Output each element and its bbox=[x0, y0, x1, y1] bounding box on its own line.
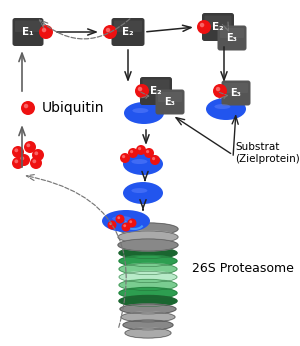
Circle shape bbox=[30, 157, 42, 169]
Ellipse shape bbox=[118, 223, 178, 235]
Ellipse shape bbox=[118, 231, 178, 243]
Circle shape bbox=[42, 28, 46, 32]
FancyBboxPatch shape bbox=[220, 28, 244, 38]
Text: E₃: E₃ bbox=[226, 33, 237, 43]
Ellipse shape bbox=[119, 264, 177, 274]
Circle shape bbox=[144, 148, 154, 158]
FancyBboxPatch shape bbox=[224, 83, 248, 93]
FancyBboxPatch shape bbox=[205, 16, 232, 27]
Circle shape bbox=[122, 155, 125, 158]
Text: Substrat
(Zielprotein): Substrat (Zielprotein) bbox=[235, 142, 300, 164]
FancyBboxPatch shape bbox=[114, 20, 142, 32]
Circle shape bbox=[39, 25, 53, 39]
Text: 26S Proteasome: 26S Proteasome bbox=[192, 262, 294, 274]
Circle shape bbox=[129, 220, 132, 223]
Circle shape bbox=[20, 156, 24, 160]
Circle shape bbox=[107, 220, 116, 229]
Circle shape bbox=[200, 23, 204, 27]
Ellipse shape bbox=[119, 280, 177, 291]
Circle shape bbox=[103, 25, 117, 39]
Circle shape bbox=[128, 219, 136, 228]
Text: E₂: E₂ bbox=[150, 86, 162, 96]
Circle shape bbox=[123, 224, 126, 227]
Circle shape bbox=[12, 146, 24, 158]
FancyBboxPatch shape bbox=[158, 92, 182, 102]
Text: Ubiquitin: Ubiquitin bbox=[42, 101, 104, 115]
Circle shape bbox=[12, 157, 24, 169]
Text: E₃: E₃ bbox=[231, 88, 242, 98]
Circle shape bbox=[106, 28, 110, 32]
FancyBboxPatch shape bbox=[140, 77, 172, 105]
Circle shape bbox=[213, 84, 227, 98]
Ellipse shape bbox=[124, 102, 164, 124]
Circle shape bbox=[138, 87, 142, 91]
Ellipse shape bbox=[123, 182, 163, 204]
Ellipse shape bbox=[119, 295, 177, 307]
Circle shape bbox=[26, 143, 30, 147]
Ellipse shape bbox=[118, 239, 178, 251]
Circle shape bbox=[136, 145, 146, 155]
Circle shape bbox=[32, 149, 44, 161]
Circle shape bbox=[34, 152, 38, 155]
Ellipse shape bbox=[119, 255, 177, 266]
Ellipse shape bbox=[102, 210, 150, 232]
Ellipse shape bbox=[214, 104, 230, 109]
Circle shape bbox=[120, 153, 130, 163]
Ellipse shape bbox=[112, 216, 131, 221]
Circle shape bbox=[146, 150, 149, 153]
Ellipse shape bbox=[119, 247, 177, 258]
Circle shape bbox=[24, 141, 36, 153]
Circle shape bbox=[130, 150, 133, 153]
Circle shape bbox=[128, 148, 138, 158]
Ellipse shape bbox=[119, 272, 177, 282]
Text: E₂: E₂ bbox=[122, 27, 134, 37]
Circle shape bbox=[135, 84, 149, 98]
FancyBboxPatch shape bbox=[112, 18, 145, 46]
Circle shape bbox=[109, 222, 112, 225]
Ellipse shape bbox=[125, 328, 171, 338]
Ellipse shape bbox=[123, 153, 163, 175]
Circle shape bbox=[197, 20, 211, 34]
Circle shape bbox=[21, 101, 35, 115]
Ellipse shape bbox=[119, 288, 177, 299]
Circle shape bbox=[150, 155, 160, 165]
Circle shape bbox=[117, 216, 120, 219]
Ellipse shape bbox=[123, 320, 173, 330]
Ellipse shape bbox=[131, 159, 147, 164]
Circle shape bbox=[122, 222, 130, 231]
Ellipse shape bbox=[120, 304, 176, 314]
Circle shape bbox=[32, 160, 36, 163]
Circle shape bbox=[116, 215, 124, 224]
Circle shape bbox=[152, 157, 155, 160]
FancyBboxPatch shape bbox=[15, 20, 41, 32]
FancyBboxPatch shape bbox=[155, 90, 184, 115]
FancyBboxPatch shape bbox=[218, 26, 247, 51]
Circle shape bbox=[24, 104, 28, 108]
FancyBboxPatch shape bbox=[202, 13, 234, 41]
Ellipse shape bbox=[206, 98, 246, 120]
Circle shape bbox=[14, 148, 18, 152]
Circle shape bbox=[18, 154, 30, 166]
Circle shape bbox=[14, 160, 18, 163]
Circle shape bbox=[138, 147, 141, 150]
Circle shape bbox=[216, 87, 220, 91]
Ellipse shape bbox=[121, 312, 175, 322]
Ellipse shape bbox=[132, 108, 148, 113]
Text: E₃: E₃ bbox=[165, 97, 176, 107]
FancyBboxPatch shape bbox=[13, 18, 44, 46]
Text: E₁: E₁ bbox=[22, 27, 34, 37]
Ellipse shape bbox=[131, 188, 147, 193]
FancyBboxPatch shape bbox=[142, 80, 170, 91]
Text: E₂: E₂ bbox=[212, 22, 224, 32]
FancyBboxPatch shape bbox=[221, 81, 250, 106]
